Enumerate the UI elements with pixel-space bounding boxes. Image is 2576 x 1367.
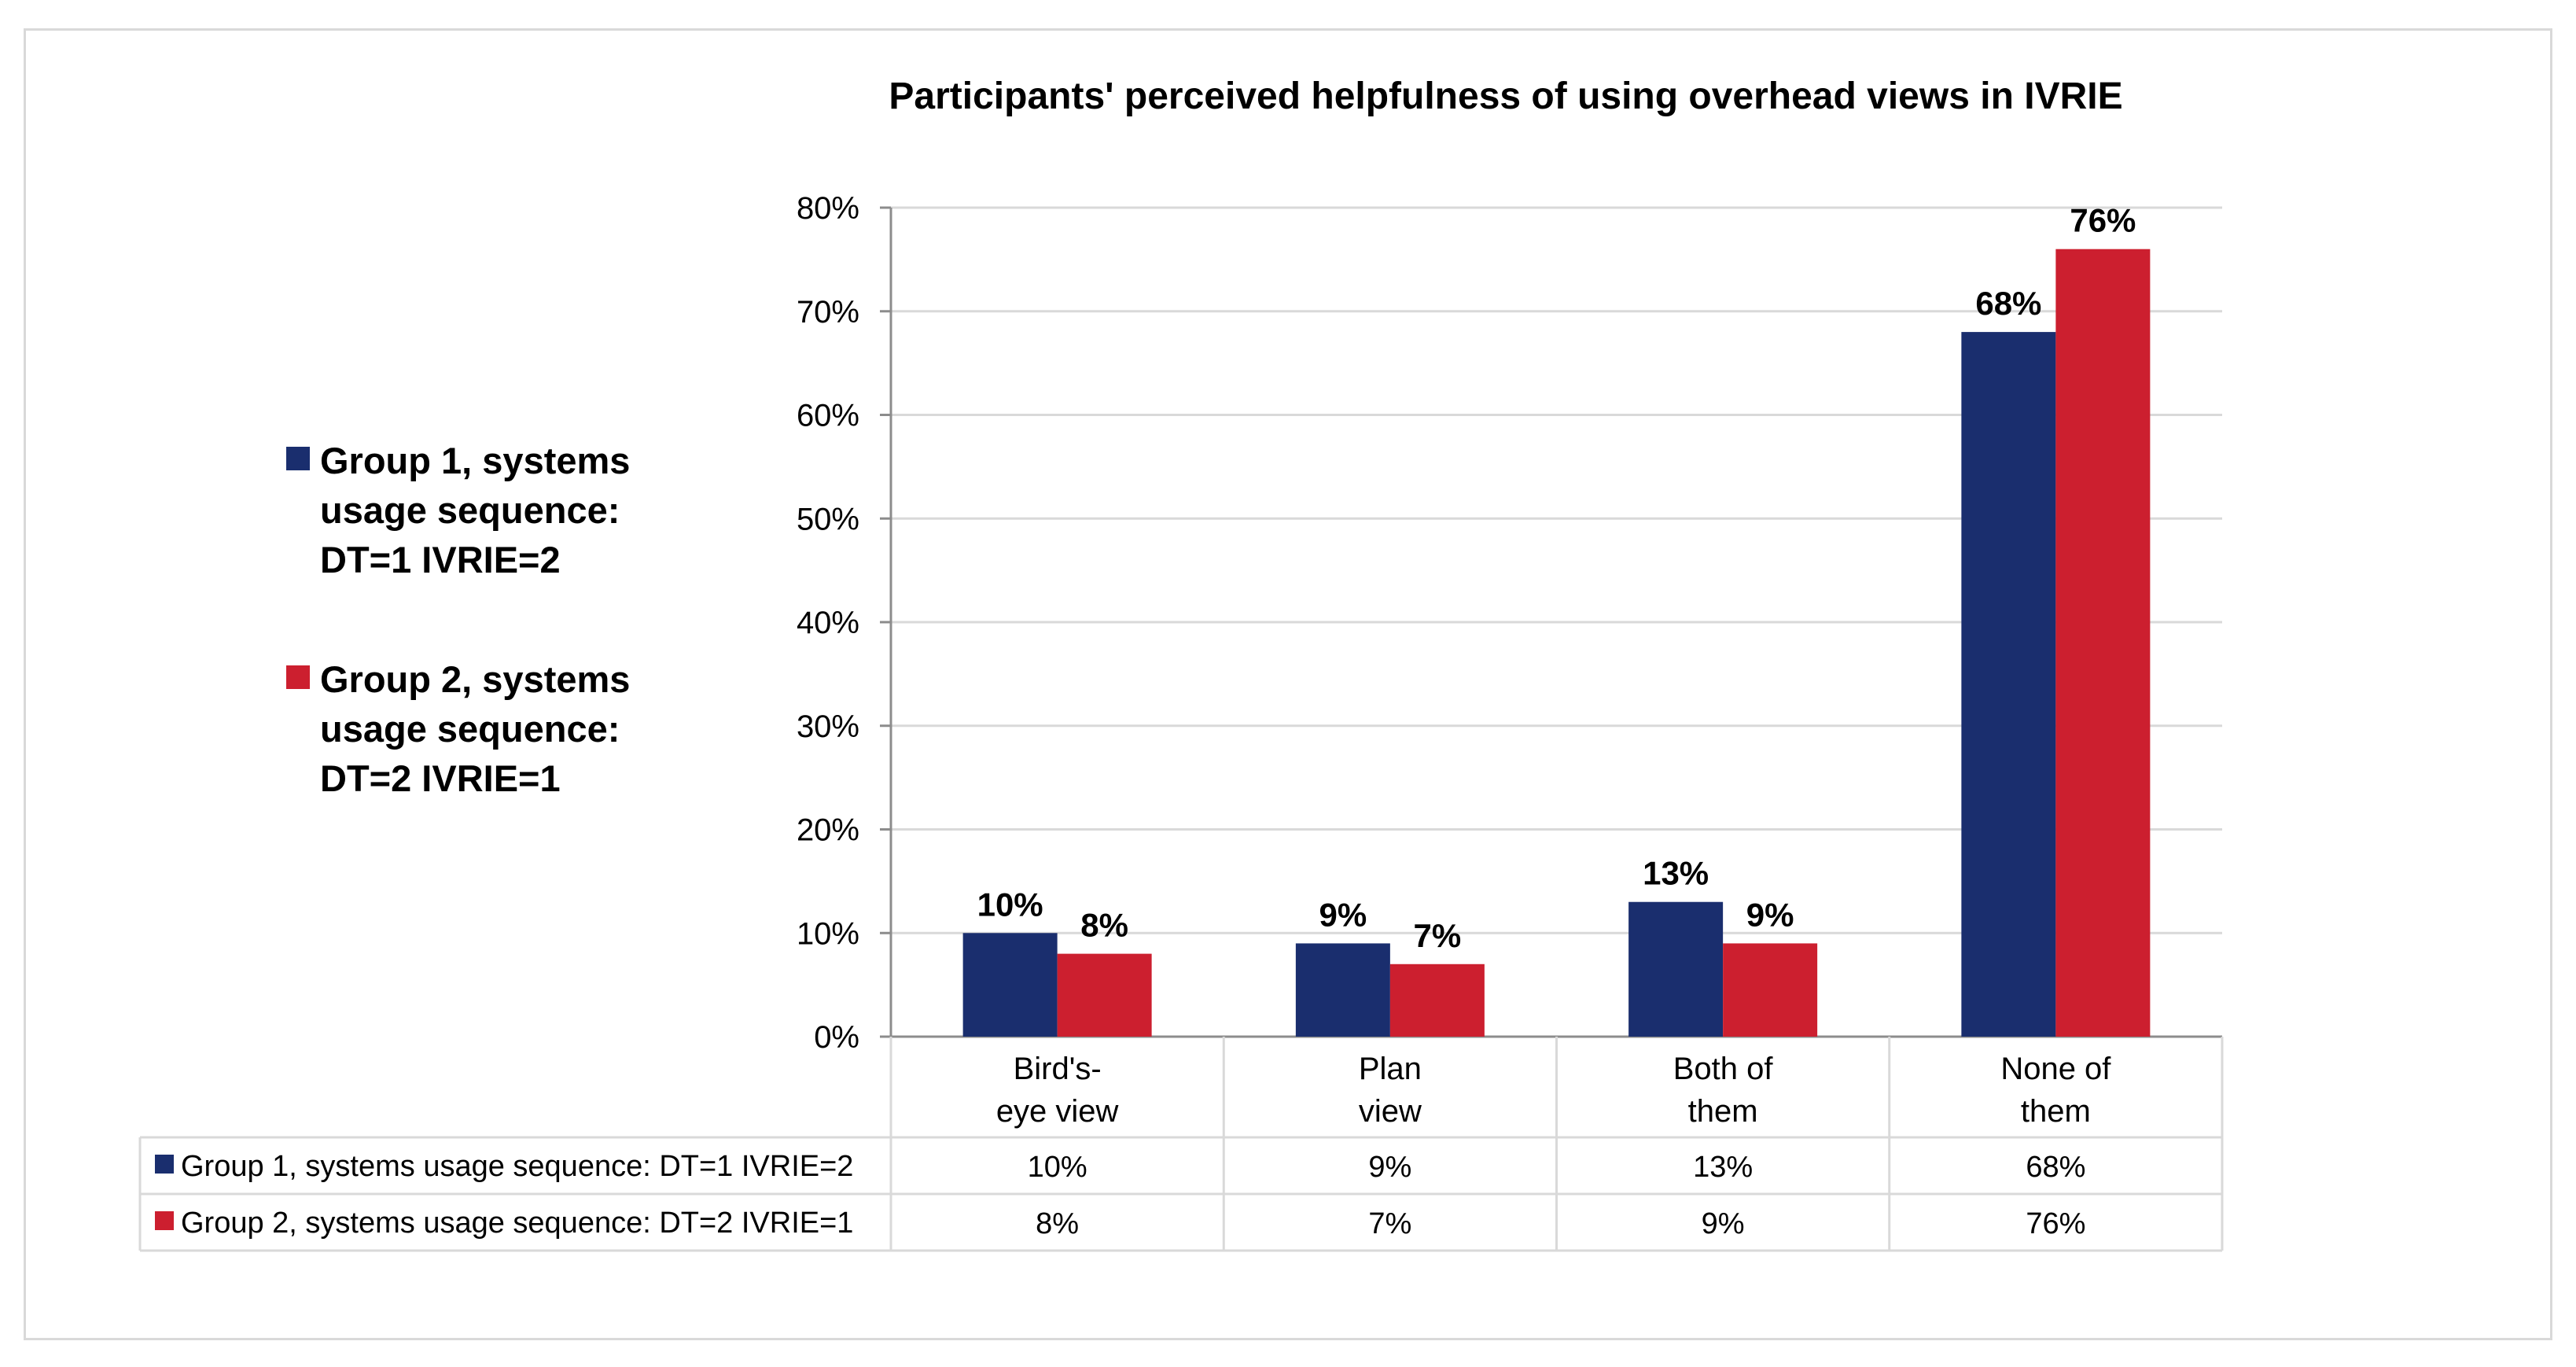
category-label: them bbox=[1688, 1094, 1758, 1129]
bar-1-1 bbox=[962, 933, 1058, 1037]
data-label: 9% bbox=[1319, 896, 1367, 933]
table-cell: 8% bbox=[1036, 1207, 1079, 1240]
y-tick-label: 60% bbox=[797, 399, 859, 433]
category-label: eye view bbox=[996, 1094, 1119, 1129]
legend: Group 1, systems usage sequence: DT=1 IVRI… bbox=[286, 440, 630, 799]
y-tick-label: 30% bbox=[797, 709, 859, 744]
legend-key bbox=[286, 665, 310, 689]
table-cell: 10% bbox=[1028, 1151, 1087, 1184]
category-label: them bbox=[2021, 1094, 2091, 1129]
table-cell: 13% bbox=[1693, 1151, 1753, 1184]
legend-label: usage sequence: bbox=[320, 489, 620, 531]
table-series-name: Group 1, systems usage sequence: DT=1 IV… bbox=[181, 1150, 853, 1183]
bar-2-1 bbox=[1057, 953, 1152, 1037]
table-cell: 9% bbox=[1702, 1207, 1745, 1240]
table-cell: 76% bbox=[2026, 1207, 2085, 1240]
category-label: view bbox=[1359, 1094, 1422, 1129]
data-label: 7% bbox=[1414, 917, 1462, 954]
y-tick-label: 0% bbox=[814, 1020, 859, 1055]
bar-2-3 bbox=[1723, 943, 1818, 1037]
legend-label: DT=1 IVRIE=2 bbox=[320, 539, 561, 580]
bar-1-4 bbox=[1961, 332, 2056, 1037]
table-series-name: Group 2, systems usage sequence: DT=2 IV… bbox=[181, 1207, 853, 1240]
legend-label: Group 1, systems bbox=[320, 440, 630, 481]
data-label: 68% bbox=[1975, 285, 2041, 322]
data-label: 8% bbox=[1080, 907, 1128, 944]
axes: 0% 10% 20% 30% 40% 50% 60% 70% 80% bbox=[797, 191, 2222, 1055]
y-tick-label: 80% bbox=[797, 191, 859, 226]
data-label: 10% bbox=[977, 886, 1043, 923]
table-legend-key bbox=[155, 1211, 174, 1230]
data-table: Bird's-eye view Plan view Both of them None o… bbox=[138, 1037, 2224, 1252]
y-tick-label: 40% bbox=[797, 606, 859, 640]
y-tick-label: 50% bbox=[797, 502, 859, 536]
bar-1-3 bbox=[1628, 901, 1724, 1037]
data-label: 76% bbox=[2070, 202, 2136, 239]
legend-key bbox=[286, 447, 310, 470]
table-cell: 7% bbox=[1368, 1207, 1411, 1240]
bar-2-4 bbox=[2055, 249, 2151, 1037]
category-label: Plan bbox=[1359, 1052, 1422, 1086]
data-labels: 10% 8% 9% 7% 13% 9% 68% 76% bbox=[977, 202, 2136, 954]
category-label: Both of bbox=[1673, 1052, 1774, 1086]
y-tick-label: 10% bbox=[797, 916, 859, 951]
legend-label: usage sequence: bbox=[320, 708, 620, 750]
category-label: None of bbox=[2000, 1052, 2111, 1086]
legend-label: Group 2, systems bbox=[320, 658, 630, 700]
table-cell: 68% bbox=[2026, 1151, 2085, 1184]
bars bbox=[962, 249, 2151, 1037]
data-label: 13% bbox=[1643, 855, 1709, 892]
category-label: Bird's- bbox=[1014, 1052, 1102, 1086]
table-legend-key bbox=[155, 1155, 174, 1174]
y-tick-label: 20% bbox=[797, 813, 859, 848]
table-cell: 9% bbox=[1368, 1151, 1411, 1184]
data-label: 9% bbox=[1746, 896, 1794, 933]
y-tick-label: 70% bbox=[797, 295, 859, 330]
bar-2-2 bbox=[1389, 964, 1485, 1037]
bar-1-2 bbox=[1295, 943, 1390, 1037]
legend-label: DT=2 IVRIE=1 bbox=[320, 757, 561, 799]
chart-title: Participants' perceived helpfulness of u… bbox=[889, 76, 2122, 117]
